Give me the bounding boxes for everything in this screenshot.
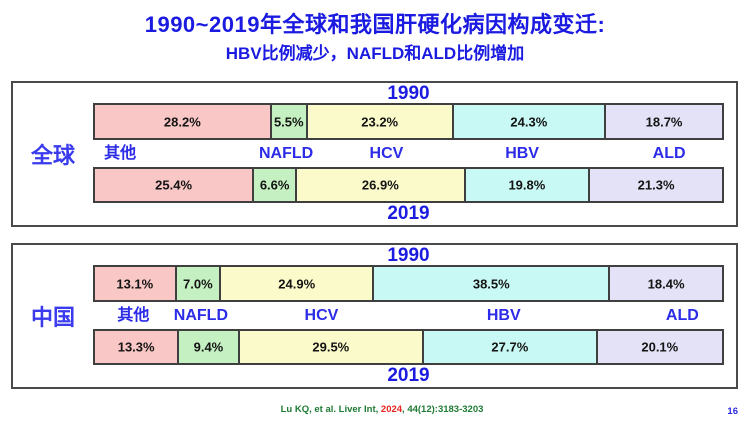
stacked-bar-1990: 13.1% 7.0% 24.9% 38.5% 18.4%	[93, 265, 724, 302]
category-label-HCV: HCV	[369, 145, 404, 162]
category-labels-row: 其他 NAFLD HCV HBV ALD	[93, 302, 724, 329]
category-label-HBV: HBV	[505, 145, 539, 162]
bar-segment-HCV: 24.9%	[219, 265, 375, 302]
year-label-top: 1990	[387, 245, 430, 266]
year-label-bottom: 2019	[387, 203, 430, 224]
year-label-top: 1990	[387, 83, 430, 104]
segment-percent-label: 21.3%	[637, 177, 675, 193]
bar-segment-HBV: 27.7%	[422, 329, 598, 365]
page-number: 16	[727, 406, 738, 417]
bar-segment-HBV: 38.5%	[372, 265, 611, 302]
category-label-ALD: ALD	[652, 145, 686, 162]
segment-percent-label: 5.5%	[273, 114, 304, 129]
slide-title: 1990~2019年全球和我国肝硬化病因构成变迁:	[144, 12, 606, 37]
bar-segment-其他: 13.3%	[93, 329, 180, 365]
segment-percent-label: 24.3%	[510, 114, 548, 129]
segment-percent-label: 28.2%	[163, 114, 201, 129]
bar-segment-NAFLD: 7.0%	[174, 265, 222, 302]
category-label-NAFLD: NAFLD	[258, 145, 314, 162]
segment-percent-label: 13.1%	[116, 276, 154, 291]
region-label: 中国	[30, 305, 75, 330]
segment-percent-label: 38.5%	[472, 276, 510, 291]
bar-segment-NAFLD: 6.6%	[252, 167, 298, 203]
bar-segment-NAFLD: 5.5%	[269, 103, 308, 140]
category-label-NAFLD: NAFLD	[173, 307, 228, 324]
category-label-HCV: HCV	[304, 307, 339, 324]
segment-percent-label: 26.9%	[361, 177, 399, 193]
segment-percent-label: 6.6%	[259, 177, 290, 193]
panel-china: 中国 1990 13.1% 7.0% 24.9% 38.5% 18.4% 其他 NAFLD HCV…	[11, 243, 738, 389]
bar-segment-HBV: 19.8%	[463, 167, 591, 203]
stacked-bar-2019: 25.4% 6.6% 26.9% 19.8% 21.3%	[93, 167, 724, 203]
category-label-其他: 其他	[117, 307, 150, 324]
citation-suffix: , 44(12):3183-3203	[402, 404, 484, 415]
bar-segment-ALD: 20.1%	[595, 329, 725, 365]
panel-content: 1990 13.1% 7.0% 24.9% 38.5% 18.4% 其他 NAFLD HCV HB…	[93, 245, 725, 387]
bar-segment-其他: 25.4%	[93, 167, 255, 203]
bar-segment-其他: 28.2%	[93, 103, 272, 140]
segment-percent-label: 18.4%	[647, 276, 685, 291]
citation-prefix: Lu KQ, et al. Liver Int,	[280, 404, 381, 415]
segment-percent-label: 18.7%	[645, 114, 683, 129]
segment-percent-label: 25.4%	[155, 177, 193, 193]
bar-segment-HBV: 24.3%	[451, 103, 607, 140]
category-label-其他: 其他	[104, 145, 137, 162]
category-label-HBV: HBV	[486, 307, 521, 324]
bar-segment-NAFLD: 9.4%	[177, 329, 240, 365]
bar-segment-ALD: 18.7%	[604, 103, 724, 140]
bar-segment-HCV: 23.2%	[305, 103, 454, 140]
segment-percent-label: 20.1%	[641, 339, 679, 355]
segment-percent-label: 9.4%	[193, 339, 224, 355]
bar-segment-其他: 13.1%	[93, 265, 177, 302]
segment-percent-label: 13.3%	[117, 339, 155, 355]
segment-percent-label: 29.5%	[312, 339, 350, 355]
category-label-ALD: ALD	[665, 307, 699, 324]
bar-segment-HCV: 26.9%	[295, 167, 466, 203]
panel-global: 全球 1990 28.2% 5.5% 23.2% 24.3% 18.7% 其他 NAFLD HCV…	[11, 81, 738, 227]
bar-segment-ALD: 18.4%	[608, 265, 724, 302]
region-label: 全球	[30, 143, 75, 168]
year-label-bottom: 2019	[387, 365, 430, 386]
stacked-bar-1990: 28.2% 5.5% 23.2% 24.3% 18.7%	[93, 103, 724, 140]
segment-percent-label: 24.9%	[278, 276, 316, 291]
category-labels-row: 其他 NAFLD HCV HBV ALD	[93, 140, 724, 167]
slide-subtitle: HBV比例减少，NAFLD和ALD比例增加	[225, 44, 525, 63]
bar-segment-HCV: 29.5%	[237, 329, 425, 365]
segment-percent-label: 19.8%	[508, 177, 546, 193]
segment-percent-label: 27.7%	[491, 339, 529, 355]
segment-percent-label: 7.0%	[183, 276, 213, 291]
citation: Lu KQ, et al. Liver Int, 2024, 44(12):31…	[7, 404, 750, 415]
stacked-bar-2019: 13.3% 9.4% 29.5% 27.7% 20.1%	[93, 329, 725, 365]
panel-content: 1990 28.2% 5.5% 23.2% 24.3% 18.7% 其他 NAFLD HCV HB…	[93, 83, 724, 225]
bar-segment-ALD: 21.3%	[588, 167, 724, 203]
segment-percent-label: 23.2%	[361, 114, 399, 129]
citation-year: 2024	[380, 404, 403, 415]
